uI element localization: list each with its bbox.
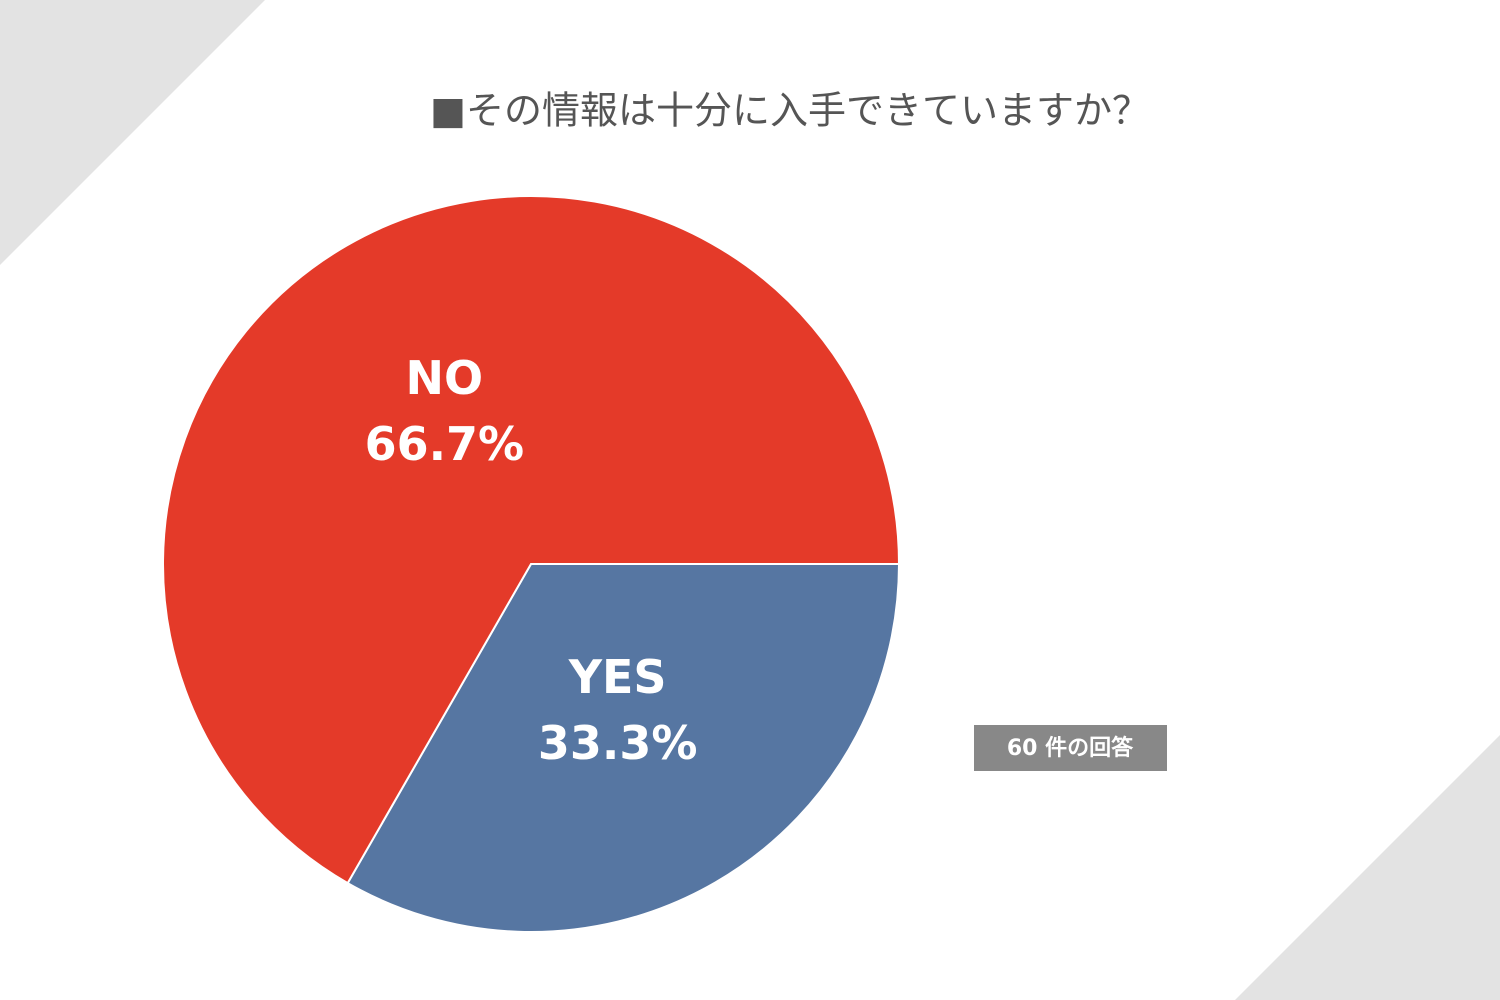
corner-decoration	[1235, 735, 1500, 1000]
response-count: 60 件の回答	[1007, 735, 1134, 761]
slice-label: YES	[568, 650, 667, 704]
chart-title: ■その情報は十分に入手できていますか？	[430, 89, 1150, 133]
note-box	[974, 725, 1167, 771]
slice-label: NO	[406, 351, 484, 405]
slice-value-label: 33.3%	[538, 716, 698, 770]
corner-decoration	[0, 0, 265, 265]
pie-slice	[162, 195, 901, 885]
pie-slice	[346, 563, 901, 933]
slice-value-label: 66.7%	[365, 417, 525, 471]
